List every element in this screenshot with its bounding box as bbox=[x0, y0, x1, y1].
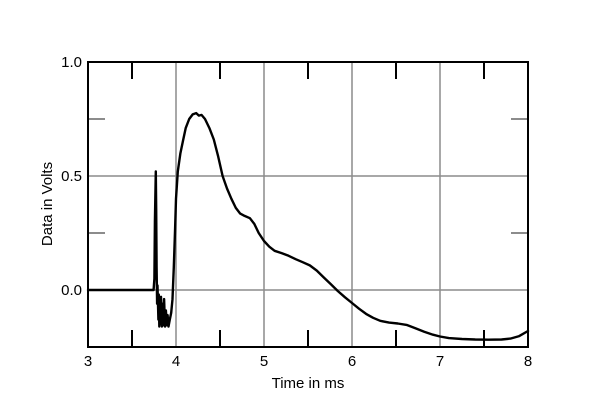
gridlines bbox=[88, 62, 528, 347]
x-tick-label: 5 bbox=[260, 353, 268, 370]
x-tick-label: 8 bbox=[524, 353, 532, 370]
x-axis-title: Time in ms bbox=[272, 375, 345, 392]
y-tick-label: 0.0 bbox=[61, 282, 82, 299]
x-tick-label: 7 bbox=[436, 353, 444, 370]
y-tick-label: 1.0 bbox=[61, 54, 82, 71]
x-tick-label: 6 bbox=[348, 353, 356, 370]
curve-layer bbox=[86, 111, 530, 341]
plot-frame bbox=[87, 61, 529, 348]
minor-ticks bbox=[89, 63, 527, 346]
y-tick-label: 0.5 bbox=[61, 168, 82, 185]
x-tick-label: 4 bbox=[172, 353, 180, 370]
data-curve-impulse-response bbox=[86, 111, 530, 341]
tick-labels: 3 4 5 6 7 8 0.0 0.5 1.0 bbox=[61, 54, 532, 370]
x-tick-label: 3 bbox=[84, 353, 92, 370]
y-axis-title: Data in Volts bbox=[39, 162, 56, 246]
